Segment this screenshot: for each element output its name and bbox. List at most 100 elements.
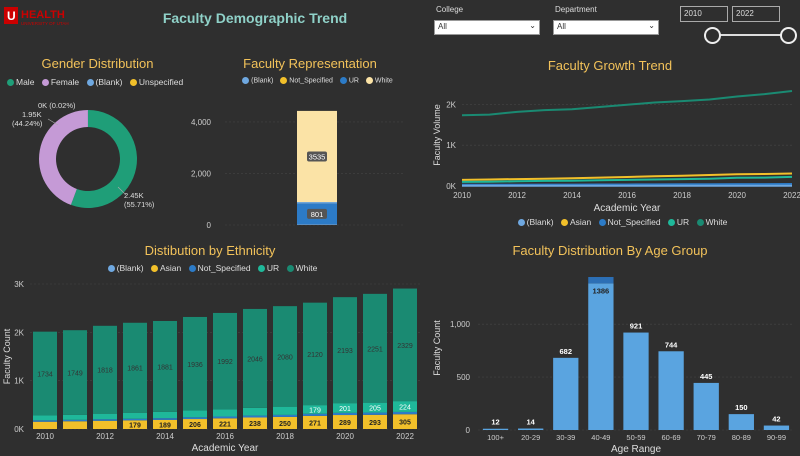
bar-segment-asian[interactable] xyxy=(63,421,87,429)
line-not_specified[interactable] xyxy=(462,183,793,186)
slider-handle-end[interactable] xyxy=(780,27,797,44)
x-tick-label: 2022 xyxy=(783,191,800,200)
bar-segment-asian[interactable] xyxy=(213,418,237,429)
bar-segment-white[interactable] xyxy=(183,316,207,411)
bar-segment-asian[interactable] xyxy=(183,419,207,429)
bar-segment-asian[interactable] xyxy=(393,414,417,429)
age-bar[interactable] xyxy=(658,351,684,430)
bar-segment-not_specified[interactable] xyxy=(393,411,417,415)
bar-segment-ur[interactable] xyxy=(303,405,327,414)
representation-bar-chart[interactable]: 0 2,000 4,000 801 3535 xyxy=(185,95,415,235)
asian-value-label: 271 xyxy=(309,420,321,427)
bar-segment-white[interactable] xyxy=(153,320,177,412)
bar-segment-not_specified[interactable] xyxy=(213,416,237,419)
bar-segment-asian[interactable] xyxy=(363,414,387,429)
bar-segment-not_specified[interactable] xyxy=(363,412,387,415)
bar-segment-not_specified[interactable] xyxy=(153,418,177,420)
slice-male[interactable] xyxy=(70,110,137,208)
bar-segment-asian[interactable] xyxy=(123,420,147,429)
white-value-label: 2329 xyxy=(397,343,413,350)
rep-segment-blank[interactable] xyxy=(297,224,337,225)
bar-segment-ur[interactable] xyxy=(63,414,87,420)
line-ur[interactable] xyxy=(461,175,793,183)
bar-segment-white[interactable] xyxy=(93,325,117,414)
bar-segment-white[interactable] xyxy=(63,330,87,415)
bar-segment-white[interactable] xyxy=(213,312,237,410)
bar-segment-white[interactable] xyxy=(303,302,327,406)
line-asian[interactable] xyxy=(461,172,793,181)
bar-segment-white[interactable] xyxy=(393,288,417,402)
bar-segment-ur[interactable] xyxy=(273,406,297,415)
bar-segment-not_specified[interactable] xyxy=(123,418,147,421)
age-value-label: 14 xyxy=(526,418,535,427)
bar-segment-not_specified[interactable] xyxy=(243,415,267,418)
bar-segment-asian[interactable] xyxy=(243,417,267,429)
year-from-value: 2010 xyxy=(684,9,702,18)
college-dropdown[interactable]: All ⌄ xyxy=(434,20,540,35)
x-tick-label: 2010 xyxy=(453,191,471,200)
bar-segment-asian[interactable] xyxy=(303,415,327,429)
x-axis-title: Academic Year xyxy=(594,203,661,214)
bar-segment-asian[interactable] xyxy=(273,416,297,429)
gender-donut-chart[interactable]: 2.45K(55.71%) 1.95K(44.24%) 0K (0.02%) xyxy=(0,95,190,225)
age-bar[interactable] xyxy=(482,428,509,430)
bar-segment-not_specified[interactable] xyxy=(33,420,57,422)
age-bar[interactable] xyxy=(553,357,579,430)
ethnicity-legend: (Blank) Asian Not_Specified UR White xyxy=(100,263,320,273)
y-axis-title: Faculty Volume xyxy=(432,104,442,166)
bar-segment-not_specified[interactable] xyxy=(183,417,207,420)
bar-segment-ur[interactable] xyxy=(333,403,357,413)
bar-segment-white[interactable] xyxy=(123,322,147,413)
bar-segment-asian[interactable] xyxy=(33,421,57,429)
gender-title: Gender Distribution xyxy=(41,56,154,71)
ethnicity-bar-chart[interactable]: 0K 1K 2K 3K Faculty Count 1734 2010 1749 1818 201… xyxy=(0,276,425,456)
line-white[interactable] xyxy=(461,89,793,117)
bar-segment-ur[interactable] xyxy=(243,407,267,416)
age-value-label: 445 xyxy=(700,372,713,381)
age-bar[interactable] xyxy=(623,332,649,430)
department-dropdown[interactable]: All ⌄ xyxy=(553,20,659,35)
bar-segment-asian[interactable] xyxy=(93,420,117,429)
slider-handle-start[interactable] xyxy=(704,27,721,44)
bar-segment-not_specified[interactable] xyxy=(303,413,327,416)
bar-segment-not_specified[interactable] xyxy=(333,412,357,416)
rep-segment-not_specified[interactable] xyxy=(297,202,337,204)
age-bar[interactable] xyxy=(763,425,790,430)
female-leader-line xyxy=(47,118,59,126)
bar-segment-white[interactable] xyxy=(333,297,357,404)
x-tick-label: 90-99 xyxy=(767,433,786,442)
year-range-slider[interactable] xyxy=(704,27,797,44)
bar-segment-ur[interactable] xyxy=(33,415,57,421)
bar-segment-ur[interactable] xyxy=(393,401,417,412)
bar-segment-white[interactable] xyxy=(33,331,57,416)
slice-female[interactable] xyxy=(39,110,88,205)
bar-segment-ur[interactable] xyxy=(93,413,117,420)
bar-segment-ur[interactable] xyxy=(183,410,207,418)
bar-segment-white[interactable] xyxy=(273,306,297,407)
bar-segment-white[interactable] xyxy=(243,308,267,408)
bar-segment-not_specified[interactable] xyxy=(93,419,117,421)
asian-value-label: 293 xyxy=(369,420,381,427)
growth-legend: (Blank) Asian Not_Specified UR White xyxy=(500,217,740,227)
age-bar[interactable] xyxy=(518,428,544,430)
bar-segment-asian[interactable] xyxy=(153,419,177,429)
bar-segment-white[interactable] xyxy=(363,293,387,403)
year-to-input[interactable]: 2022 xyxy=(732,6,780,22)
bar-segment-ur[interactable] xyxy=(213,409,237,417)
bar-segment-ur[interactable] xyxy=(123,412,147,419)
age-bar[interactable] xyxy=(728,414,754,430)
bar-segment-not_specified[interactable] xyxy=(63,419,87,422)
bar-segment-not_specified[interactable] xyxy=(273,414,297,417)
growth-line-chart[interactable]: 0K 1K 2K 2010 2012 2014 2016 2018 2020 2022 Academ… xyxy=(420,72,800,232)
age-bar[interactable] xyxy=(588,283,614,430)
age-bar[interactable] xyxy=(693,382,719,430)
age-bar-chart[interactable]: 0 500 1,000 Faculty Count 12 100+ 14 20-29 682 30… xyxy=(428,258,800,456)
asian-value-label: 289 xyxy=(339,420,351,427)
bar-segment-ur[interactable] xyxy=(363,402,387,413)
age-bar-extra[interactable] xyxy=(588,277,614,284)
bar-segment-ur[interactable] xyxy=(153,411,177,419)
representation-title: Faculty Representation xyxy=(243,56,377,71)
bar-segment-asian[interactable] xyxy=(333,415,357,429)
chevron-down-icon: ⌄ xyxy=(529,21,536,30)
year-from-input[interactable]: 2010 xyxy=(680,6,728,22)
